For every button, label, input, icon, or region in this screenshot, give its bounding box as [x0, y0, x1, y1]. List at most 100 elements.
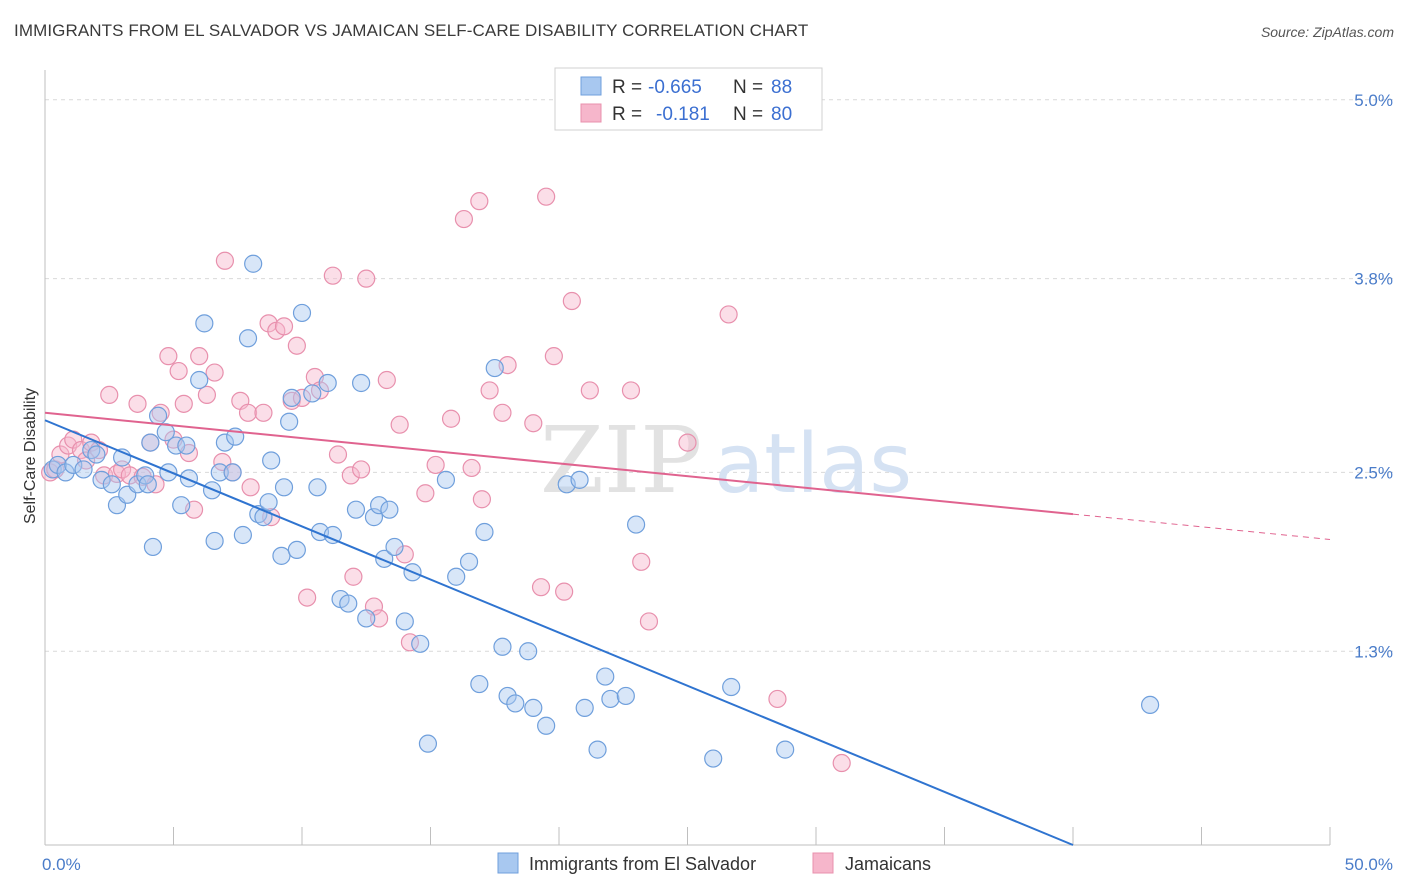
- el-salvador-points: [43, 254, 1160, 768]
- el-salvador-point: [259, 493, 278, 512]
- jamaicans-point: [254, 403, 273, 422]
- jamaicans-point: [323, 266, 342, 285]
- bottom-legend-swatch-blue: [497, 852, 519, 874]
- el-salvador-point: [616, 686, 635, 706]
- jamaicans-trend-extension: [1072, 513, 1331, 540]
- el-salvador-point: [274, 478, 294, 497]
- el-salvador-point: [87, 445, 106, 464]
- el-salvador-point: [292, 303, 312, 323]
- el-salvador-point: [215, 433, 234, 452]
- el-salvador-point: [1140, 695, 1160, 715]
- el-salvador-point: [493, 637, 512, 656]
- el-salvador-point: [195, 314, 214, 333]
- jamaicans-point: [472, 490, 491, 509]
- jamaicans-point: [395, 545, 414, 564]
- jamaicans-point: [190, 347, 209, 366]
- el-salvador-point: [102, 475, 121, 494]
- el-salvador-point: [156, 423, 175, 442]
- jamaicans-point: [100, 385, 119, 405]
- el-salvador-point: [411, 634, 430, 653]
- el-salvador-point: [141, 433, 160, 452]
- grid-lines: [45, 99, 1395, 652]
- el-salvador-point: [303, 384, 322, 403]
- el-salvador-point: [280, 412, 299, 431]
- jamaicans-point: [292, 388, 312, 407]
- jamaicans-point: [197, 385, 217, 405]
- legend-n-label-2: N =: [733, 104, 763, 125]
- el-salvador-point: [524, 698, 543, 717]
- el-salvador-point: [48, 455, 67, 475]
- el-salvador-point: [601, 689, 620, 709]
- x-tick-label: 50.0%: [1345, 855, 1393, 874]
- jamaicans-point: [524, 414, 543, 433]
- jamaicans-point: [555, 582, 574, 601]
- el-salvador-point: [776, 740, 795, 759]
- legend-swatch-pink: [580, 103, 602, 123]
- el-salvador-point: [172, 496, 191, 515]
- jamaicans-point: [462, 458, 481, 478]
- jamaicans-point: [678, 433, 697, 452]
- el-salvador-point: [166, 436, 186, 455]
- watermark-atlas: atlas: [714, 417, 912, 512]
- jamaicans-point: [357, 269, 376, 288]
- el-salvador-point: [575, 698, 594, 717]
- jamaicans-point: [580, 381, 599, 400]
- jamaicans-point: [390, 415, 409, 434]
- bottom-legend-label-blue: Immigrants from El Salvador: [529, 854, 756, 874]
- legend-n-value-1: 88: [771, 77, 792, 98]
- source-label: Source: ZipAtlas.com: [1260, 24, 1394, 40]
- jamaicans-point: [531, 578, 551, 597]
- el-salvador-point: [244, 254, 263, 273]
- jamaicans-point: [274, 317, 294, 336]
- jamaicans-point: [639, 612, 659, 631]
- y-tick-label: 3.8%: [1354, 270, 1393, 289]
- jamaicans-point: [205, 363, 224, 382]
- el-salvador-point: [485, 358, 504, 378]
- jamaicans-point: [238, 403, 258, 422]
- jamaicans-point: [287, 336, 306, 355]
- el-salvador-point: [262, 451, 281, 470]
- el-salvador-point: [470, 674, 489, 694]
- el-salvador-point: [596, 667, 615, 686]
- el-salvador-point: [143, 537, 163, 557]
- el-salvador-point: [159, 463, 178, 482]
- chart-title: IMMIGRANTS FROM EL SALVADOR VS JAMAICAN …: [14, 21, 809, 40]
- legend-r-label-1: R =: [612, 77, 642, 98]
- jamaicans-point: [241, 478, 260, 497]
- el-salvador-point: [308, 478, 327, 497]
- jamaicans-point: [298, 588, 317, 607]
- jamaicans-point: [169, 361, 188, 381]
- jamaicans-point: [259, 314, 278, 333]
- el-salvador-point: [238, 329, 258, 348]
- el-salvador-point: [519, 642, 538, 661]
- bottom-legend-swatch-pink: [812, 852, 834, 874]
- jamaicans-point: [470, 192, 489, 211]
- el-salvador-point: [370, 496, 389, 515]
- x-tick-label: 0.0%: [42, 855, 81, 874]
- el-salvador-point: [148, 406, 168, 425]
- jamaicans-point: [480, 381, 499, 400]
- y-tick-label: 1.3%: [1354, 642, 1393, 661]
- bottom-legend: Immigrants from El Salvador Jamaicans: [497, 852, 931, 874]
- el-salvador-point: [447, 567, 466, 586]
- watermark: ZIP atlas: [540, 407, 912, 514]
- jamaicans-point: [441, 409, 461, 428]
- el-salvador-point: [498, 686, 517, 706]
- legend-swatch-blue: [580, 76, 602, 96]
- el-salvador-point: [205, 531, 224, 551]
- jamaicans-point: [719, 305, 738, 324]
- el-salvador-point: [346, 500, 366, 519]
- legend-box: R = -0.665 N = 88 R = -0.181 N = 80: [554, 67, 823, 131]
- jamaicans-point: [128, 394, 147, 413]
- el-salvador-point: [282, 388, 301, 407]
- el-salvador-point: [395, 612, 414, 631]
- el-salvador-point: [92, 470, 111, 489]
- el-salvador-point: [179, 469, 199, 488]
- el-salvador-point: [74, 460, 93, 479]
- el-salvador-point: [626, 515, 646, 534]
- y-tick-label: 2.5%: [1354, 463, 1393, 482]
- el-salvador-point: [588, 740, 607, 759]
- el-salvador-point: [352, 373, 371, 393]
- el-salvador-point: [64, 455, 83, 475]
